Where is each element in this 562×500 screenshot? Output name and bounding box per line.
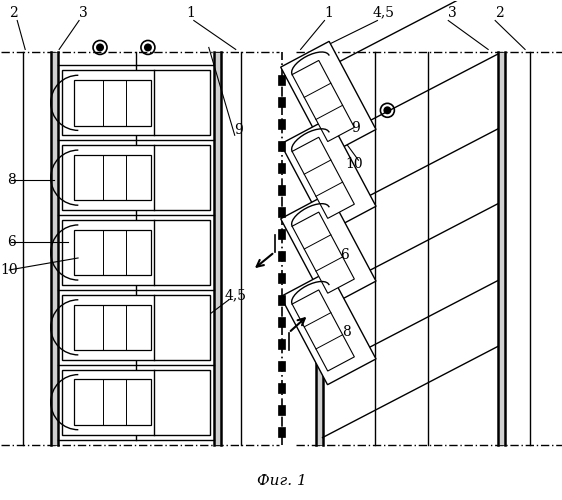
- Text: 3: 3: [448, 6, 456, 20]
- Bar: [278, 273, 285, 283]
- Bar: [278, 141, 285, 151]
- Bar: [278, 98, 285, 108]
- Text: 3: 3: [79, 6, 88, 20]
- Circle shape: [144, 44, 152, 52]
- Bar: [278, 185, 285, 195]
- Text: 10: 10: [346, 157, 363, 171]
- Text: 6: 6: [7, 235, 16, 249]
- Bar: [62, 70, 210, 136]
- Text: 2: 2: [495, 6, 504, 20]
- Text: 8: 8: [342, 325, 351, 339]
- Bar: [278, 404, 285, 414]
- Circle shape: [96, 44, 104, 52]
- Bar: [51, 52, 58, 444]
- Text: 9: 9: [234, 124, 243, 138]
- Bar: [315, 52, 323, 444]
- Bar: [62, 220, 210, 285]
- Bar: [278, 207, 285, 217]
- Text: Фиг. 1: Фиг. 1: [257, 474, 306, 488]
- Bar: [278, 76, 285, 86]
- Bar: [62, 295, 210, 360]
- Text: 8: 8: [7, 173, 16, 187]
- Bar: [278, 163, 285, 173]
- Text: 2: 2: [9, 6, 17, 20]
- Bar: [278, 339, 285, 349]
- Polygon shape: [292, 212, 355, 293]
- Polygon shape: [280, 42, 376, 155]
- Text: 1: 1: [187, 6, 195, 20]
- Bar: [278, 382, 285, 392]
- Bar: [74, 155, 151, 200]
- Bar: [74, 380, 151, 425]
- Text: 4,5: 4,5: [225, 288, 247, 302]
- Bar: [74, 80, 151, 126]
- Bar: [278, 295, 285, 305]
- Bar: [278, 317, 285, 327]
- Text: 9: 9: [351, 122, 360, 136]
- Bar: [278, 251, 285, 261]
- Bar: [62, 145, 210, 210]
- Bar: [278, 361, 285, 370]
- Text: 6: 6: [340, 248, 349, 262]
- Bar: [278, 426, 285, 436]
- Polygon shape: [280, 118, 376, 232]
- Bar: [278, 229, 285, 239]
- Polygon shape: [292, 290, 355, 371]
- Polygon shape: [292, 60, 355, 142]
- Text: 4,5: 4,5: [373, 6, 395, 20]
- Bar: [214, 52, 221, 444]
- Circle shape: [383, 106, 391, 114]
- Bar: [74, 304, 151, 350]
- Text: 10: 10: [1, 263, 18, 277]
- Polygon shape: [280, 193, 376, 307]
- Bar: [74, 230, 151, 275]
- Bar: [62, 370, 210, 434]
- Text: 1: 1: [324, 6, 333, 20]
- Polygon shape: [280, 271, 376, 384]
- Bar: [278, 120, 285, 130]
- Bar: [498, 52, 505, 444]
- Polygon shape: [292, 138, 355, 218]
